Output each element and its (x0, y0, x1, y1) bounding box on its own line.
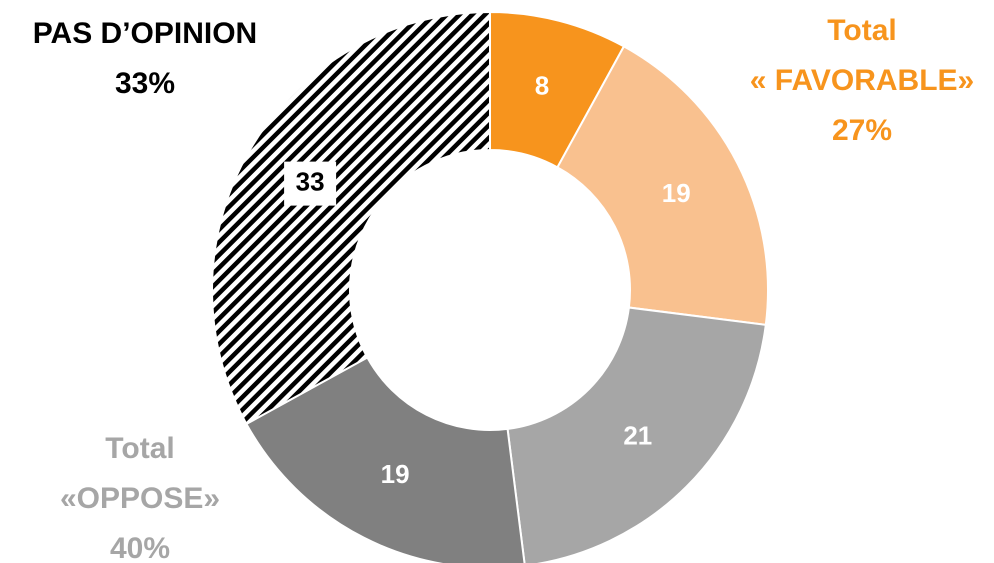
data-label: 8 (535, 70, 549, 100)
data-label: 19 (662, 178, 691, 208)
data-label: 33 (296, 166, 325, 196)
annotation: PAS D’OPINION (33, 17, 257, 50)
annotation: «OPPOSE» (60, 482, 220, 515)
annotation: Total (105, 432, 174, 465)
donut-segment (211, 10, 491, 426)
annotation: 40% (110, 532, 170, 563)
donut-segment (556, 45, 769, 326)
data-label: 21 (623, 421, 652, 451)
annotation: 33% (115, 67, 175, 100)
label-box (284, 161, 337, 206)
annotation: 27% (832, 114, 892, 147)
donut-segment (245, 356, 526, 563)
annotation: Total (827, 14, 896, 47)
data-label: 19 (381, 459, 410, 489)
donut-segment (506, 306, 767, 563)
annotation: « FAVORABLE» (750, 64, 975, 97)
